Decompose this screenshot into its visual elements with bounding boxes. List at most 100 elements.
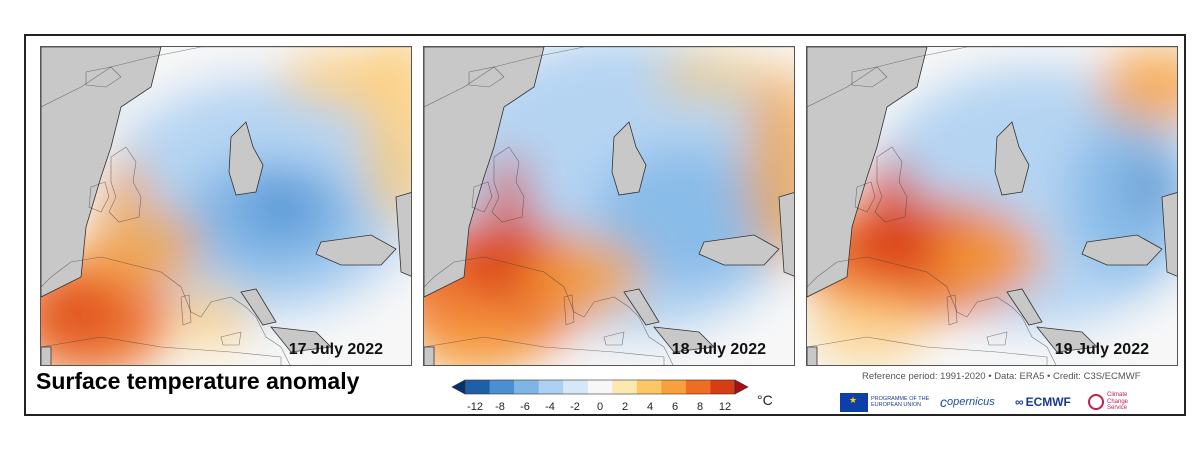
- colorbar-unit: °C: [757, 392, 773, 408]
- coastline: [471, 181, 493, 213]
- masked-area: [778, 192, 794, 277]
- anomaly-region: [807, 287, 927, 365]
- anomaly-region: [654, 52, 774, 102]
- logo-strip: ★ PROGRAMME OF THE EUROPEAN UNION c opern…: [840, 390, 1140, 414]
- masked-area: [994, 121, 1030, 196]
- anomaly-region: [872, 157, 912, 217]
- colorbar-tick-label: 12: [719, 401, 731, 413]
- masked-area: [424, 47, 545, 298]
- masked-area: [807, 346, 818, 365]
- masked-area: [1081, 234, 1163, 266]
- panel-date-2: 18 July 2022: [671, 341, 766, 358]
- ecmwf-logo-text: ECMWF: [1025, 395, 1071, 409]
- colorbar-tick-label: -4: [545, 401, 555, 413]
- coastline: [220, 331, 242, 346]
- eu-flag-icon: ★: [840, 392, 868, 412]
- anomaly-region: [106, 157, 146, 217]
- masked-area: [698, 234, 780, 266]
- coastline: [854, 181, 876, 213]
- coastline: [41, 47, 411, 365]
- anomaly-region: [927, 227, 1047, 287]
- colorbar-segment: [489, 380, 515, 394]
- colorbar-tick-label: 6: [672, 401, 678, 413]
- coastline: [468, 66, 505, 88]
- temperature-map-3: [807, 47, 1177, 365]
- masked-area: [623, 288, 660, 326]
- coastline: [563, 294, 575, 326]
- anomaly-region: [1133, 167, 1161, 207]
- colorbar-segment: [587, 380, 613, 394]
- coastline: [85, 66, 122, 88]
- coastline: [986, 331, 1008, 346]
- temperature-map-1: [41, 47, 411, 365]
- colorbar-segment: [538, 380, 564, 394]
- masked-area: [240, 288, 277, 326]
- colorbar-tick-label: 0: [597, 401, 603, 413]
- eu-logo-text: PROGRAMME OF THE EUROPEAN UNION: [871, 396, 930, 408]
- colorbar-segment: [661, 380, 687, 394]
- colorbar-segment: [636, 380, 662, 394]
- anomaly-region: [281, 47, 401, 107]
- colorbar-segment: [685, 380, 711, 394]
- colorbar-segment: [514, 380, 540, 394]
- colorbar-tick-label: 8: [697, 401, 703, 413]
- anomaly-region: [171, 287, 251, 347]
- coastline: [807, 47, 1177, 365]
- colorbar-segment: [612, 380, 638, 394]
- coastline: [424, 336, 665, 365]
- coastline: [108, 146, 142, 223]
- coastline: [807, 336, 1048, 365]
- coastline: [874, 146, 908, 223]
- masked-area: [228, 121, 264, 196]
- colorbar-segment: [465, 380, 491, 394]
- masked-area: [611, 121, 647, 196]
- colorbar-segment: [710, 380, 736, 394]
- coastline: [603, 331, 625, 346]
- panel-date-3: 19 July 2022: [1054, 341, 1149, 358]
- colorbar-arrow-left: [451, 379, 466, 395]
- masked-area: [315, 234, 397, 266]
- colorbar-tick-label: -12: [467, 401, 483, 413]
- coastline: [946, 294, 958, 326]
- anomaly-region: [1067, 117, 1177, 277]
- colorbar: -12 -8 -6 -4 -2 0 2 4 6 8 12: [451, 379, 749, 413]
- figure-caption: Surface temperature anomaly: [36, 368, 360, 394]
- colorbar-tick-label: -6: [520, 401, 530, 413]
- c3s-logo: Climate Change Service: [1088, 390, 1147, 414]
- coastline: [88, 181, 110, 213]
- map-panel-3: 19 July 2022: [806, 46, 1178, 366]
- colorbar-tick-label: 2: [622, 401, 628, 413]
- ecmwf-logo: ∞ ECMWF: [1015, 395, 1071, 409]
- masked-area: [807, 47, 928, 298]
- coastline: [41, 336, 282, 365]
- colorbar-tick-label: -2: [570, 401, 580, 413]
- c3s-circle-icon: [1088, 394, 1104, 410]
- masked-area: [653, 326, 715, 353]
- colorbar-arrow-right: [734, 379, 749, 395]
- map-panel-1: 17 July 2022: [40, 46, 412, 366]
- panel-date-1: 17 July 2022: [288, 341, 383, 358]
- anomaly-region: [489, 157, 529, 217]
- c3s-logo-text: Climate Change Service: [1107, 392, 1129, 412]
- reference-text: Reference period: 1991-2020 • Data: ERA5…: [862, 371, 1141, 382]
- masked-area: [270, 326, 332, 353]
- copernicus-logo-text: opernicus: [947, 396, 995, 408]
- masked-area: [424, 346, 435, 365]
- masked-area: [1161, 192, 1177, 277]
- coastline: [851, 66, 888, 88]
- anomaly-region: [241, 177, 321, 237]
- anomaly-blobs: [41, 47, 411, 365]
- anomaly-region: [81, 207, 201, 287]
- coastline: [424, 47, 794, 365]
- masked-area: [1006, 288, 1043, 326]
- masked-area: [395, 192, 411, 277]
- coastline: [180, 294, 192, 326]
- masked-area: [41, 47, 162, 298]
- map-panel-2: 18 July 2022: [423, 46, 795, 366]
- coastline: [491, 146, 525, 223]
- masked-area: [1036, 326, 1098, 353]
- eu-logo: ★ PROGRAMME OF THE EUROPEAN UNION: [840, 390, 931, 414]
- temperature-map-2: [424, 47, 794, 365]
- colorbar-segment: [563, 380, 589, 394]
- copernicus-logo: c opernicus: [940, 394, 995, 410]
